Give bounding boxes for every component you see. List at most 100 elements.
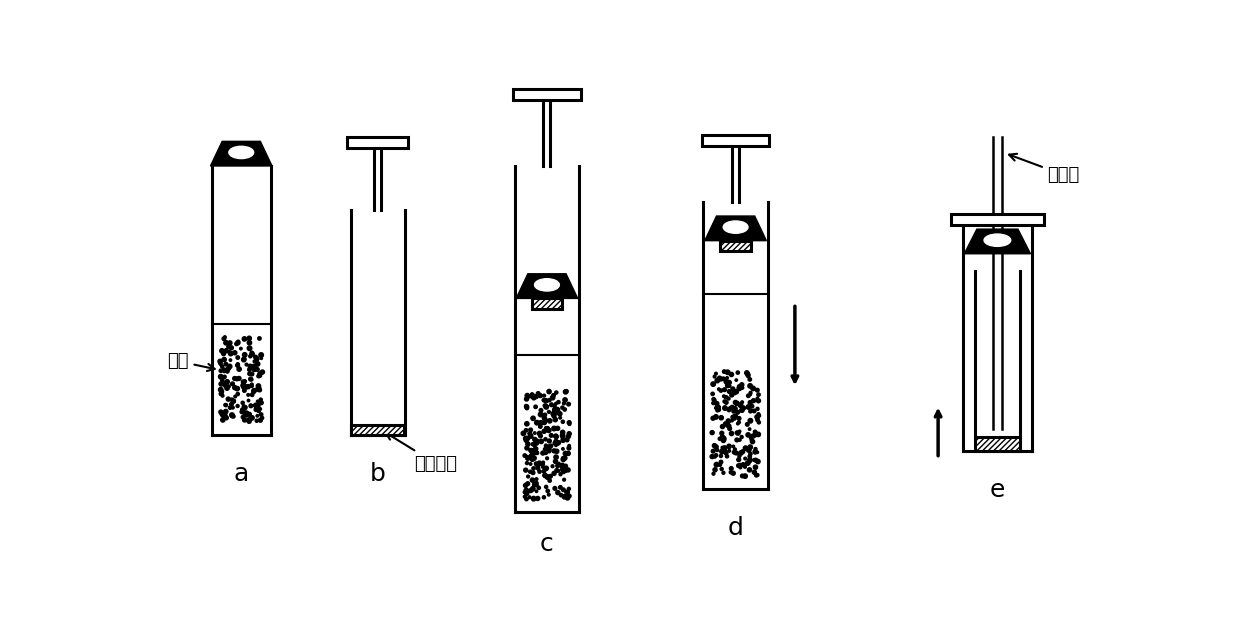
Point [722,428,742,438]
Point [517,494,537,504]
Point [724,447,744,457]
Point [242,413,262,423]
Point [246,401,265,411]
Point [711,459,730,470]
Point [725,398,745,408]
Point [252,398,272,408]
Point [231,344,250,354]
Point [718,420,738,430]
Point [227,374,247,384]
Point [536,482,556,492]
Point [707,406,727,416]
Point [536,444,556,454]
Point [543,461,563,471]
Text: e: e [990,478,1006,502]
Point [228,361,248,371]
Point [518,471,538,481]
Point [537,402,557,412]
Point [558,431,578,441]
Point [233,381,253,391]
Point [528,464,548,474]
Ellipse shape [229,146,254,158]
Point [516,425,536,435]
Point [525,434,544,444]
Point [712,428,732,438]
Point [223,411,243,421]
Point [531,405,551,415]
Point [248,401,268,411]
Point [542,400,562,410]
Point [527,459,547,470]
Point [722,403,742,413]
Point [723,384,743,394]
Point [219,338,239,348]
Point [734,460,754,470]
Point [557,488,577,498]
Point [749,411,769,421]
Point [543,409,563,419]
Point [743,436,763,446]
Point [216,413,236,423]
Point [242,390,262,400]
Point [548,439,568,449]
Point [732,380,751,390]
Point [738,369,758,379]
Point [211,356,231,366]
Point [223,403,243,413]
Point [740,455,760,465]
Point [748,447,768,457]
Point [559,491,579,501]
Point [237,408,257,418]
Point [544,411,564,421]
Point [523,446,543,456]
Point [749,429,769,439]
Point [539,416,559,426]
Point [703,379,723,389]
Point [522,389,542,399]
Point [707,450,727,460]
Point [238,396,258,406]
Point [544,468,564,478]
Point [556,466,575,476]
Point [542,431,562,441]
Point [536,448,556,458]
Bar [347,136,408,148]
Point [534,391,554,401]
Point [252,353,272,363]
Point [539,442,559,452]
Point [520,428,539,438]
Point [216,359,236,369]
Point [534,492,554,502]
Point [735,453,755,463]
Point [248,359,268,369]
Point [531,418,551,428]
Point [525,453,544,463]
Point [539,436,559,446]
Point [547,432,567,442]
Point [213,349,233,359]
Point [517,394,537,404]
Point [213,410,233,420]
Point [531,431,551,441]
Point [553,403,573,413]
Point [222,411,242,421]
Point [745,447,765,457]
Point [523,413,543,423]
Point [239,416,259,426]
Point [237,410,257,420]
Point [534,444,554,454]
Ellipse shape [723,221,748,233]
Text: 过滤筛板: 过滤筛板 [386,433,458,473]
Point [516,435,536,445]
Point [529,428,549,438]
Point [711,457,730,467]
Point [553,453,573,463]
Point [239,414,259,424]
Point [718,416,738,426]
Point [724,388,744,398]
Point [217,366,237,376]
Point [234,381,254,391]
Point [557,435,577,445]
Point [733,382,753,393]
Point [551,413,570,423]
